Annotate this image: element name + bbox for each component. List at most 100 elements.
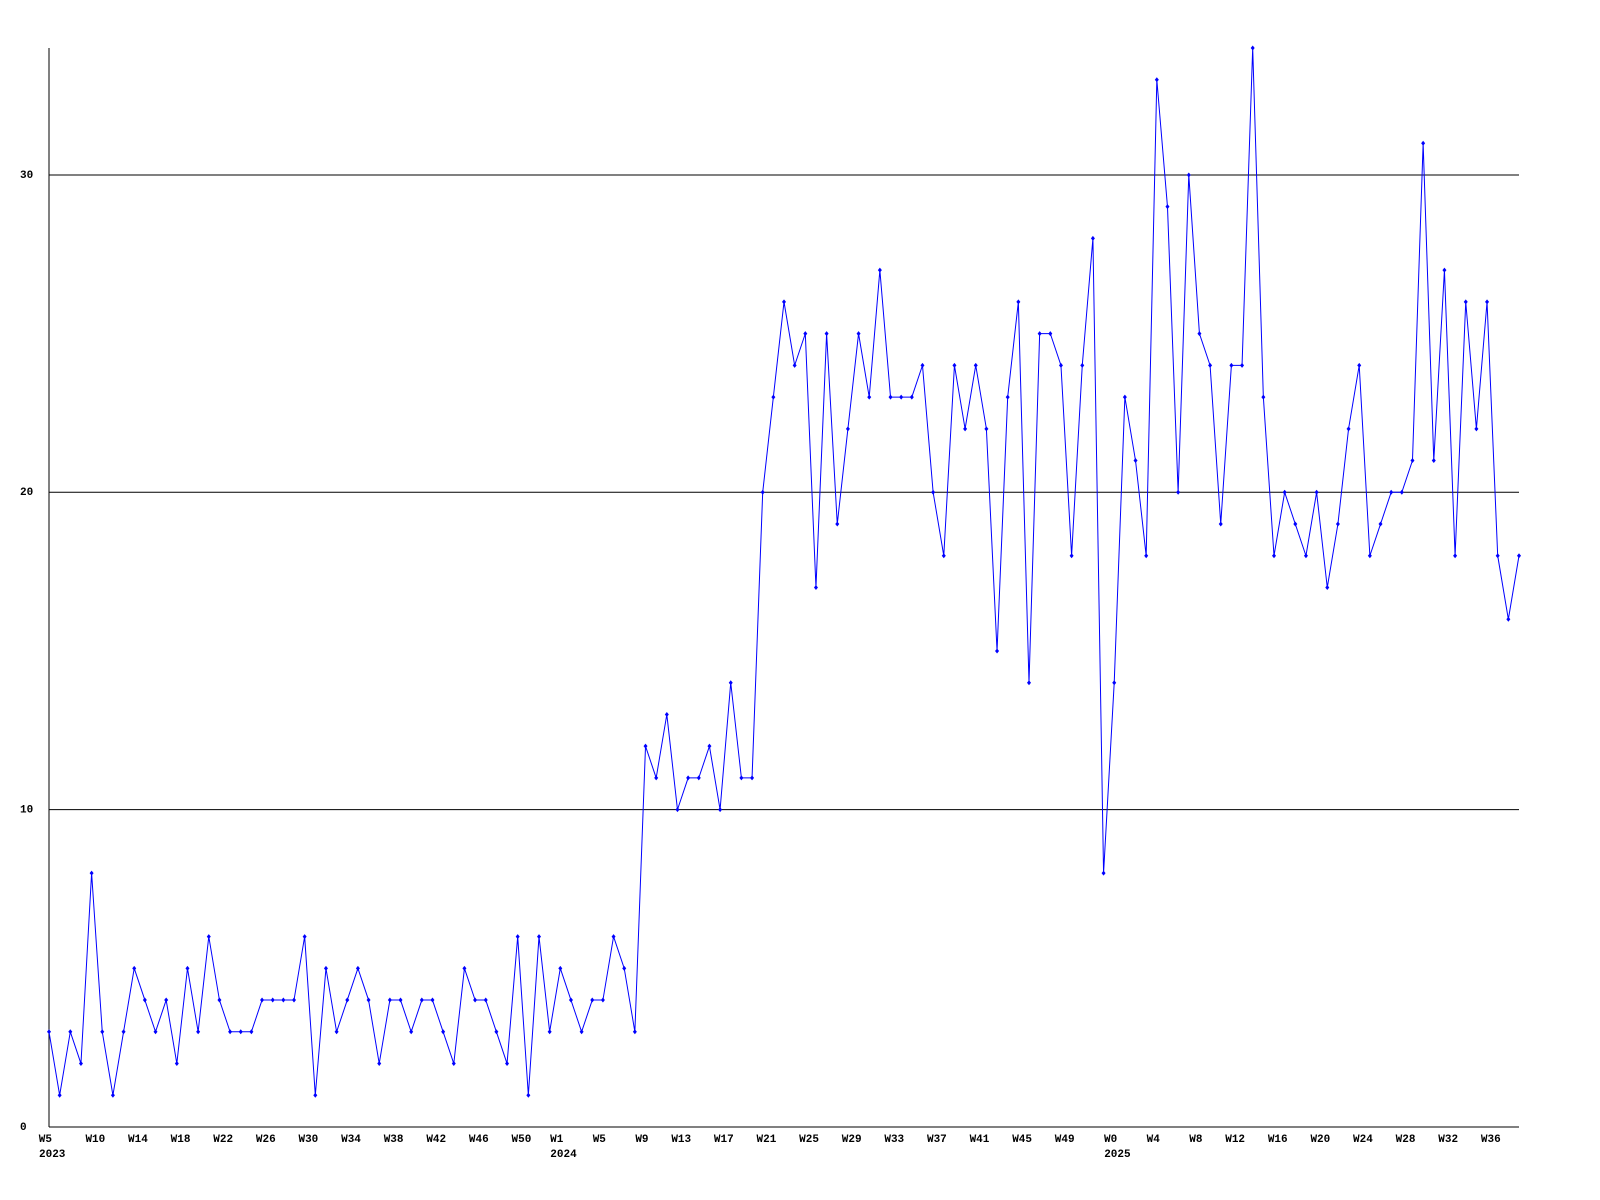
x-tick-label: W36 bbox=[1481, 1134, 1501, 1146]
point bbox=[782, 299, 786, 305]
point bbox=[1495, 553, 1500, 559]
point bbox=[1208, 362, 1213, 368]
x-tick-label: W17 bbox=[714, 1134, 734, 1146]
x-tick-label: W49 bbox=[1055, 1134, 1075, 1146]
x-tick-label: W33 bbox=[884, 1134, 904, 1146]
point bbox=[292, 997, 296, 1003]
point bbox=[973, 362, 978, 368]
x-tick-label: W34 bbox=[341, 1134, 361, 1146]
x-tick-label: W10 bbox=[85, 1134, 105, 1146]
point bbox=[1282, 489, 1287, 495]
point bbox=[537, 934, 541, 940]
point bbox=[835, 521, 840, 527]
point bbox=[909, 394, 914, 400]
x-tick-label: W30 bbox=[298, 1134, 318, 1146]
point bbox=[1293, 521, 1298, 527]
point bbox=[345, 997, 350, 1003]
point bbox=[1112, 680, 1117, 686]
point bbox=[760, 489, 765, 495]
x-tick-label: W5 bbox=[593, 1134, 607, 1146]
x-tick-label: W46 bbox=[469, 1134, 489, 1146]
point bbox=[313, 1092, 318, 1098]
x-tick-label: W38 bbox=[384, 1134, 404, 1146]
point bbox=[1165, 204, 1170, 210]
point bbox=[750, 775, 755, 781]
point bbox=[600, 997, 605, 1003]
point bbox=[270, 997, 275, 1003]
x-tick-label: W4 bbox=[1147, 1134, 1161, 1146]
point bbox=[1261, 394, 1266, 400]
x-tick-label: W32 bbox=[1438, 1134, 1458, 1146]
point bbox=[995, 648, 1000, 654]
point bbox=[1303, 553, 1308, 559]
y-tick-label: 0 bbox=[20, 1122, 27, 1134]
point bbox=[1037, 331, 1042, 337]
point bbox=[1229, 362, 1234, 368]
point bbox=[1005, 394, 1010, 400]
point bbox=[632, 1029, 637, 1035]
point bbox=[132, 965, 137, 971]
point bbox=[185, 965, 190, 971]
point bbox=[366, 997, 371, 1003]
point bbox=[1101, 870, 1106, 876]
point bbox=[409, 1029, 414, 1035]
point bbox=[579, 1029, 584, 1035]
point bbox=[675, 807, 680, 813]
point bbox=[654, 775, 659, 781]
point bbox=[515, 934, 520, 940]
point bbox=[1048, 331, 1053, 337]
point bbox=[1389, 489, 1394, 495]
point bbox=[1463, 299, 1468, 305]
year-label: 2025 bbox=[1104, 1149, 1131, 1161]
point bbox=[1506, 616, 1511, 622]
point bbox=[1453, 553, 1458, 559]
point bbox=[1080, 362, 1085, 368]
point bbox=[89, 870, 94, 876]
x-tick-label: W14 bbox=[128, 1134, 148, 1146]
point bbox=[558, 965, 563, 971]
point bbox=[419, 997, 424, 1003]
point bbox=[281, 997, 286, 1003]
point bbox=[803, 331, 808, 337]
point bbox=[1517, 553, 1521, 559]
line bbox=[48, 47, 1520, 1096]
point bbox=[174, 1061, 179, 1067]
point bbox=[228, 1029, 233, 1035]
point bbox=[867, 394, 872, 400]
point bbox=[238, 1029, 243, 1035]
point bbox=[739, 775, 744, 781]
point bbox=[813, 585, 818, 590]
point bbox=[217, 997, 222, 1003]
y-tick-label: 10 bbox=[20, 805, 33, 817]
point bbox=[1069, 553, 1074, 559]
x-tick-label: W50 bbox=[512, 1134, 532, 1146]
x-tick-label: W28 bbox=[1396, 1134, 1416, 1146]
x-tick-label: W22 bbox=[213, 1134, 233, 1146]
point bbox=[78, 1061, 83, 1067]
point bbox=[249, 1029, 254, 1035]
point bbox=[1090, 235, 1095, 241]
x-tick-label: W5 bbox=[39, 1134, 53, 1146]
point bbox=[462, 965, 467, 971]
point bbox=[611, 934, 616, 940]
x-tick-label: W18 bbox=[171, 1134, 191, 1146]
point bbox=[196, 1029, 201, 1035]
point bbox=[1144, 553, 1149, 559]
point bbox=[771, 394, 776, 400]
point bbox=[1335, 521, 1340, 527]
x-tick-label: W8 bbox=[1189, 1134, 1203, 1146]
point bbox=[984, 426, 989, 432]
point bbox=[387, 997, 392, 1003]
point bbox=[1442, 267, 1447, 273]
point bbox=[792, 362, 797, 368]
x-tick-label: W9 bbox=[635, 1134, 648, 1146]
point bbox=[899, 394, 904, 400]
point bbox=[1218, 521, 1223, 527]
x-tick-label: W45 bbox=[1012, 1134, 1032, 1146]
point bbox=[877, 267, 882, 273]
point bbox=[845, 426, 850, 432]
point bbox=[568, 997, 573, 1003]
point bbox=[1133, 458, 1138, 464]
point bbox=[505, 1061, 510, 1067]
point bbox=[888, 394, 893, 400]
